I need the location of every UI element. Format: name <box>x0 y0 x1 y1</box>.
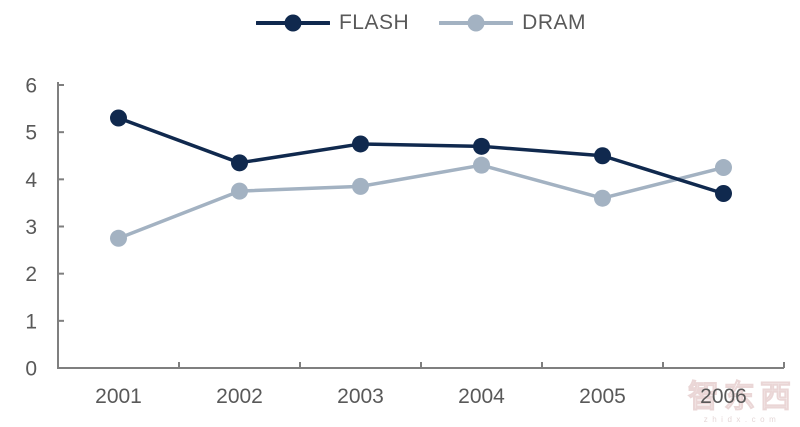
x-axis-tick-label: 2005 <box>579 385 626 408</box>
y-axis-tick-label: 0 <box>25 358 37 381</box>
y-axis-tick-label: 4 <box>25 169 37 192</box>
flash-data-point <box>231 154 248 172</box>
dram-data-point <box>473 156 490 174</box>
y-axis-tick-label: 3 <box>25 216 37 239</box>
dram-data-point <box>231 182 248 200</box>
flash-data-point <box>110 109 127 127</box>
legend-item-flash: FLASH <box>255 11 410 35</box>
y-axis-tick-label: 2 <box>25 263 37 286</box>
dram-series-line <box>116 163 726 241</box>
x-axis-tick-label: 2001 <box>95 385 142 408</box>
x-axis-tick-label: 2004 <box>458 385 505 408</box>
flash-series-line <box>116 116 726 196</box>
legend-item-dram: DRAM <box>439 11 586 35</box>
dram-data-point <box>594 189 611 207</box>
dram-legend-swatch-icon <box>439 14 514 32</box>
x-axis-tick-label: 2006 <box>700 385 747 408</box>
axis-lines <box>57 82 784 369</box>
y-axis-tick-label: 6 <box>25 75 37 98</box>
dram-data-point <box>352 177 369 195</box>
flash-data-point <box>473 137 490 155</box>
x-axis-tick-label: 2003 <box>337 385 384 408</box>
flash-data-point <box>715 184 732 202</box>
dram-data-point <box>110 229 127 247</box>
legend: FLASH DRAM <box>58 8 784 38</box>
flash-legend-swatch-icon <box>255 14 330 32</box>
flash-data-point <box>352 135 369 153</box>
y-axis-tick-label: 5 <box>25 122 37 145</box>
flash-data-point <box>594 147 611 165</box>
dram-legend-label: DRAM <box>522 11 587 34</box>
y-axis-tick-label: 1 <box>25 310 37 333</box>
dram-data-point <box>715 159 732 177</box>
flash-legend-label: FLASH <box>338 11 410 34</box>
x-axis-tick-label: 2002 <box>216 385 263 408</box>
